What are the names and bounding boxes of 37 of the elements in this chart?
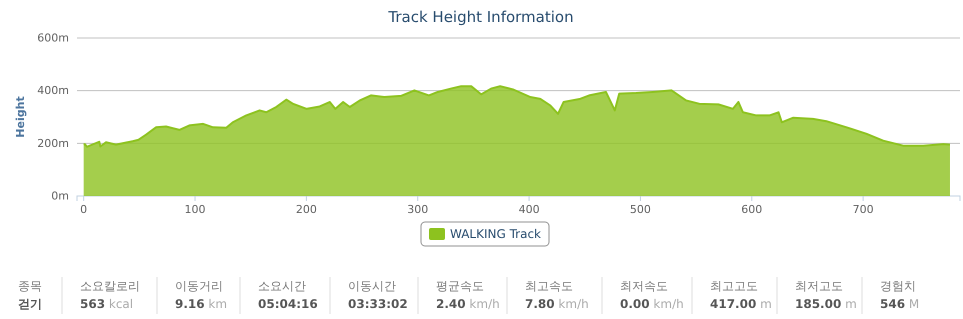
chart-title: Track Height Information [387, 8, 574, 26]
x-tick-label: 100 [184, 202, 206, 216]
x-tick-label: 500 [630, 202, 651, 216]
text: 9.16 km [175, 297, 228, 311]
text: 최저고도 [795, 279, 843, 293]
y-tick-label: 0m [51, 190, 69, 203]
x-tick-label: 400 [518, 202, 540, 216]
text: 563 kcal [80, 297, 134, 311]
text: 0.00 km/h [620, 297, 684, 311]
text: 이동거리 [175, 279, 223, 293]
text: 평균속도 [436, 279, 484, 293]
text: 05:04:16 [258, 297, 318, 311]
text: 소요시간 [258, 279, 306, 293]
y-axis-title: Height [14, 96, 27, 138]
text: 417.00 m [710, 297, 772, 311]
y-tick-label: 200m [37, 136, 69, 150]
text: 185.00 m [795, 297, 857, 311]
text: 03:33:02 [348, 297, 408, 311]
x-tick-label: 300 [407, 202, 428, 216]
text: 이동시간 [348, 279, 396, 293]
text: 2.40 km/h [436, 297, 500, 311]
text: 최저속도 [620, 279, 668, 293]
text: 7.80 km/h [525, 297, 589, 311]
text: 소요칼로리 [80, 279, 140, 293]
text: 546 M [880, 297, 920, 311]
x-tick-label: 700 [852, 202, 874, 216]
y-tick-label: 400m [37, 84, 69, 98]
y-tick-label: 600m [37, 32, 69, 45]
text: 경험치 [880, 279, 916, 293]
text: 최고고도 [710, 279, 758, 293]
text: 종목 [18, 279, 42, 293]
legend-label: WALKING Track [450, 227, 542, 241]
x-tick-label: 600 [741, 202, 762, 216]
text: 최고속도 [525, 279, 573, 293]
x-tick-label: 0 [80, 202, 88, 216]
text: 걷기 [18, 297, 42, 311]
x-tick-label: 200 [296, 202, 317, 216]
